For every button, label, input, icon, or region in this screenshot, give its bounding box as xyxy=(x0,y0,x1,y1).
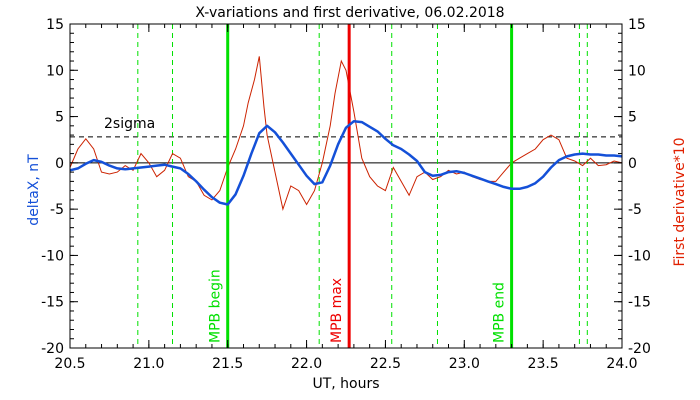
y-tick-label-left: 0 xyxy=(55,156,64,172)
x-tick-label: 23.5 xyxy=(528,356,559,372)
plot-area: MPB begin MPB max MPB end 20.5 21.0 21.5 22.0 2… xyxy=(41,17,651,372)
sigma-label: 2sigma xyxy=(104,116,155,132)
y-tick-label-left: -10 xyxy=(41,248,64,264)
y-axis-label-right: First derivative*10 xyxy=(672,137,688,266)
x-tick-label: 22.5 xyxy=(370,356,401,372)
deltax-line xyxy=(69,119,623,206)
y-tick-label-right: -20 xyxy=(628,341,651,357)
y-tick-label-left: 15 xyxy=(46,17,64,33)
y-tick-label-left: -20 xyxy=(41,341,64,357)
x-tick-label: 24.0 xyxy=(606,356,637,372)
y-tick-label-right: -5 xyxy=(628,202,642,218)
y-tick-label-left: -15 xyxy=(41,295,64,311)
y-tick-label-right: 5 xyxy=(628,110,637,126)
y-tick-label-right: 15 xyxy=(628,17,646,33)
chart-title: X-variations and first derivative, 06.02… xyxy=(195,5,504,21)
x-tick-label: 23.0 xyxy=(449,356,480,372)
x-tick-label: 22.0 xyxy=(291,356,322,372)
y-axis-label-left: deltaX, nT xyxy=(26,154,42,226)
vline-label-2: MPB end xyxy=(492,282,508,343)
y-tick-label-right: -10 xyxy=(628,248,651,264)
x-tick-label: 20.5 xyxy=(54,356,85,372)
y-tick-label-right: 0 xyxy=(628,156,637,172)
x-axis-label: UT, hours xyxy=(312,376,379,392)
y-tick-label-right: -15 xyxy=(628,295,651,311)
vline-label-1: MPB max xyxy=(329,278,345,343)
y-tick-label-left: 10 xyxy=(46,63,64,79)
vline-label-0: MPB begin xyxy=(208,269,224,343)
y-tick-label-left: -5 xyxy=(50,202,64,218)
x-tick-label: 21.5 xyxy=(212,356,243,372)
derivative-line xyxy=(69,56,623,211)
y-tick-label-left: 5 xyxy=(55,110,64,126)
plot-frame xyxy=(69,23,623,349)
x-tick-label: 21.0 xyxy=(133,356,164,372)
y-tick-label-right: 10 xyxy=(628,63,646,79)
